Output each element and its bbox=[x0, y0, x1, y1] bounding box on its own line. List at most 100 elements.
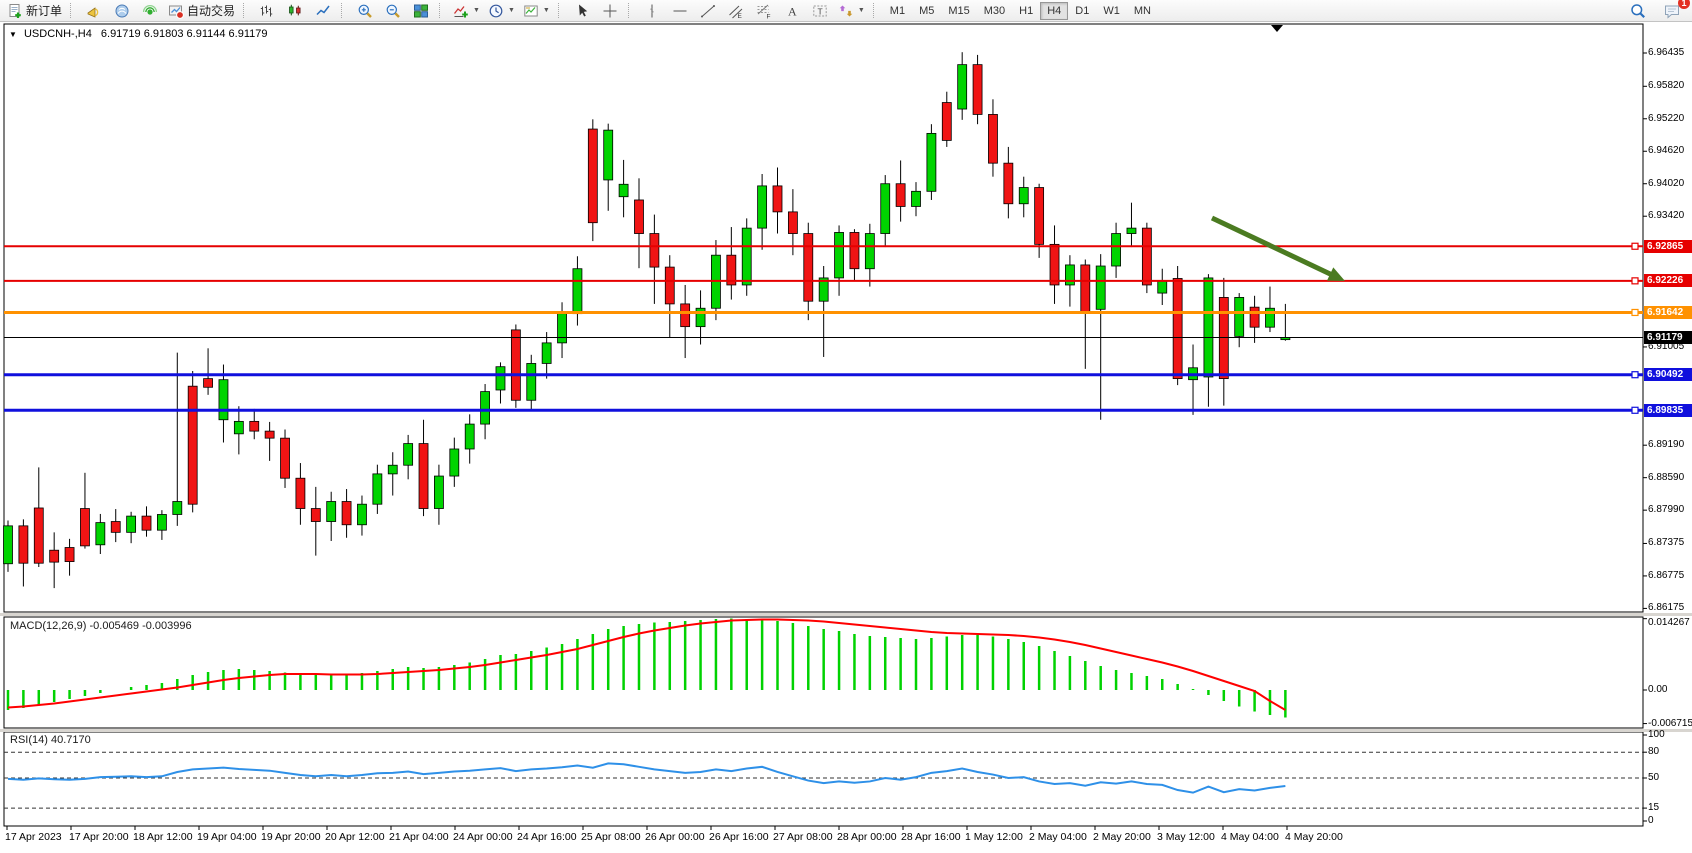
tile-icon bbox=[413, 3, 429, 19]
time-axis-label: 21 Apr 04:00 bbox=[389, 831, 449, 843]
level-handle[interactable] bbox=[1631, 242, 1639, 250]
time-axis-label: 17 Apr 2023 bbox=[5, 831, 62, 843]
bear-candle bbox=[772, 185, 783, 213]
autotrading-button[interactable]: 自动交易 bbox=[164, 0, 239, 22]
text-button[interactable]: A bbox=[778, 0, 806, 22]
bear-candle bbox=[1249, 306, 1260, 328]
arrows-button[interactable]: ▼ bbox=[834, 0, 869, 22]
rsi-label: RSI(14) 40.7170 bbox=[10, 734, 91, 746]
timeframe-mn-button[interactable]: MN bbox=[1133, 4, 1151, 17]
cursor-button[interactable] bbox=[568, 0, 596, 22]
signals-button[interactable] bbox=[136, 0, 164, 22]
time-axis-label: 17 Apr 20:00 bbox=[69, 831, 129, 843]
arrows-dropdown-arrow-icon[interactable]: ▼ bbox=[857, 7, 865, 14]
community-button[interactable] bbox=[108, 0, 136, 22]
level-handle[interactable] bbox=[1631, 308, 1639, 317]
notifications-button[interactable]: 1 bbox=[1658, 0, 1690, 22]
timeframe-h4-button[interactable]: H4 bbox=[1040, 1, 1069, 20]
level-price-tag: 6.91642 bbox=[1644, 305, 1692, 319]
timeframe-m15-button[interactable]: M15 bbox=[948, 4, 970, 17]
rsi-line bbox=[7, 762, 1286, 794]
bear-candle bbox=[203, 378, 213, 388]
bull-candle bbox=[95, 522, 106, 546]
price-axis-label: 6.91005 bbox=[1648, 340, 1685, 352]
toolbar-separator bbox=[439, 3, 446, 18]
search-button[interactable] bbox=[1624, 0, 1652, 22]
bear-candle bbox=[634, 199, 644, 234]
macd-value-signal: -0.003996 bbox=[142, 620, 192, 632]
bear-candle bbox=[649, 233, 660, 268]
profiles-button[interactable] bbox=[80, 0, 108, 22]
macd-name: MACD(12,26,9) bbox=[10, 620, 87, 632]
bull-candle bbox=[372, 473, 383, 505]
chevron-down-icon[interactable]: ▼ bbox=[9, 30, 17, 39]
level-handle[interactable] bbox=[1631, 406, 1639, 414]
templates-dropdown-arrow-icon[interactable]: ▼ bbox=[542, 7, 550, 14]
line-chart-button[interactable] bbox=[309, 0, 337, 22]
indicators-dropdown-arrow-icon[interactable]: ▼ bbox=[473, 7, 480, 14]
level-handle[interactable] bbox=[1631, 371, 1639, 379]
bull-candle bbox=[464, 423, 475, 450]
macd-axis-label: -0.006715 bbox=[1648, 717, 1692, 729]
horn-icon bbox=[86, 3, 102, 19]
bear-candle bbox=[972, 64, 983, 115]
tile-windows-button[interactable] bbox=[407, 0, 435, 22]
candlestick-chart-button[interactable] bbox=[281, 0, 309, 22]
time-axis-label: 25 Apr 08:00 bbox=[581, 831, 641, 843]
trendline-button[interactable] bbox=[694, 0, 722, 22]
time-axis-label: 20 Apr 12:00 bbox=[325, 831, 385, 843]
trend-arrow[interactable] bbox=[1210, 215, 1338, 279]
bull-candle bbox=[1095, 265, 1106, 310]
timeframe-m5-button[interactable]: M5 bbox=[919, 4, 935, 17]
time-axis-label: 4 May 20:00 bbox=[1285, 831, 1343, 843]
equidistant-channel-button[interactable]: E bbox=[722, 0, 750, 22]
svg-text:A: A bbox=[788, 4, 797, 18]
bull-candle bbox=[1126, 227, 1137, 234]
bar-chart-button[interactable] bbox=[253, 0, 281, 22]
bull-candle bbox=[880, 183, 891, 234]
horizontal-line-button[interactable] bbox=[666, 0, 694, 22]
time-axis-label: 26 Apr 00:00 bbox=[645, 831, 705, 843]
fibonacci-button[interactable]: F bbox=[750, 0, 778, 22]
zoom-in-button[interactable] bbox=[351, 0, 379, 22]
level-handle[interactable] bbox=[1631, 277, 1639, 285]
trendline-icon bbox=[700, 3, 716, 19]
periods-dropdown-arrow-icon[interactable]: ▼ bbox=[507, 7, 515, 14]
timeframe-h1-button[interactable]: H1 bbox=[1019, 4, 1034, 17]
crosshair-button[interactable] bbox=[596, 0, 624, 22]
periods-button[interactable]: ▼ bbox=[484, 0, 519, 22]
rsi-pane[interactable] bbox=[3, 731, 1644, 827]
rsi-value: 40.7170 bbox=[50, 734, 91, 746]
chart-shift-marker[interactable] bbox=[1271, 25, 1283, 32]
timeframe-w1-button[interactable]: W1 bbox=[1103, 4, 1120, 17]
template-icon bbox=[523, 3, 539, 19]
indicators-button[interactable]: ▼ bbox=[449, 0, 484, 22]
vline-icon bbox=[644, 3, 660, 19]
vertical-line-button[interactable] bbox=[638, 0, 666, 22]
new-order-button[interactable]: 新订单 bbox=[3, 0, 66, 22]
templates-button[interactable]: ▼ bbox=[519, 0, 554, 22]
timeframe-d1-button[interactable]: D1 bbox=[1075, 4, 1090, 17]
bull-candle bbox=[541, 342, 552, 364]
pane-splitter[interactable] bbox=[0, 613, 1692, 616]
zoom-out-button[interactable] bbox=[379, 0, 407, 22]
text-label-button[interactable]: T bbox=[806, 0, 834, 22]
level-price-tag: 6.92226 bbox=[1644, 274, 1692, 288]
pane-splitter[interactable] bbox=[0, 729, 1692, 732]
rsi-axis-label: 100 bbox=[1648, 729, 1665, 740]
rsi-name: RSI(14) bbox=[10, 734, 48, 746]
toolbar-separator bbox=[627, 3, 635, 18]
bear-candle bbox=[110, 521, 121, 533]
timeframe-m30-button[interactable]: M30 bbox=[983, 4, 1006, 17]
bull-candle bbox=[741, 227, 752, 286]
time-axis-label: 28 Apr 16:00 bbox=[901, 831, 961, 843]
bull-candle bbox=[957, 64, 968, 110]
trend-arrow-head[interactable] bbox=[1327, 267, 1345, 281]
level-price-tag: 6.92865 bbox=[1644, 239, 1692, 253]
toolbar-separator bbox=[341, 3, 348, 18]
new-order-label: 新订单 bbox=[26, 4, 63, 18]
timeframe-m1-button[interactable]: M1 bbox=[889, 4, 906, 17]
rsi-axis-label: 15 bbox=[1648, 802, 1660, 814]
